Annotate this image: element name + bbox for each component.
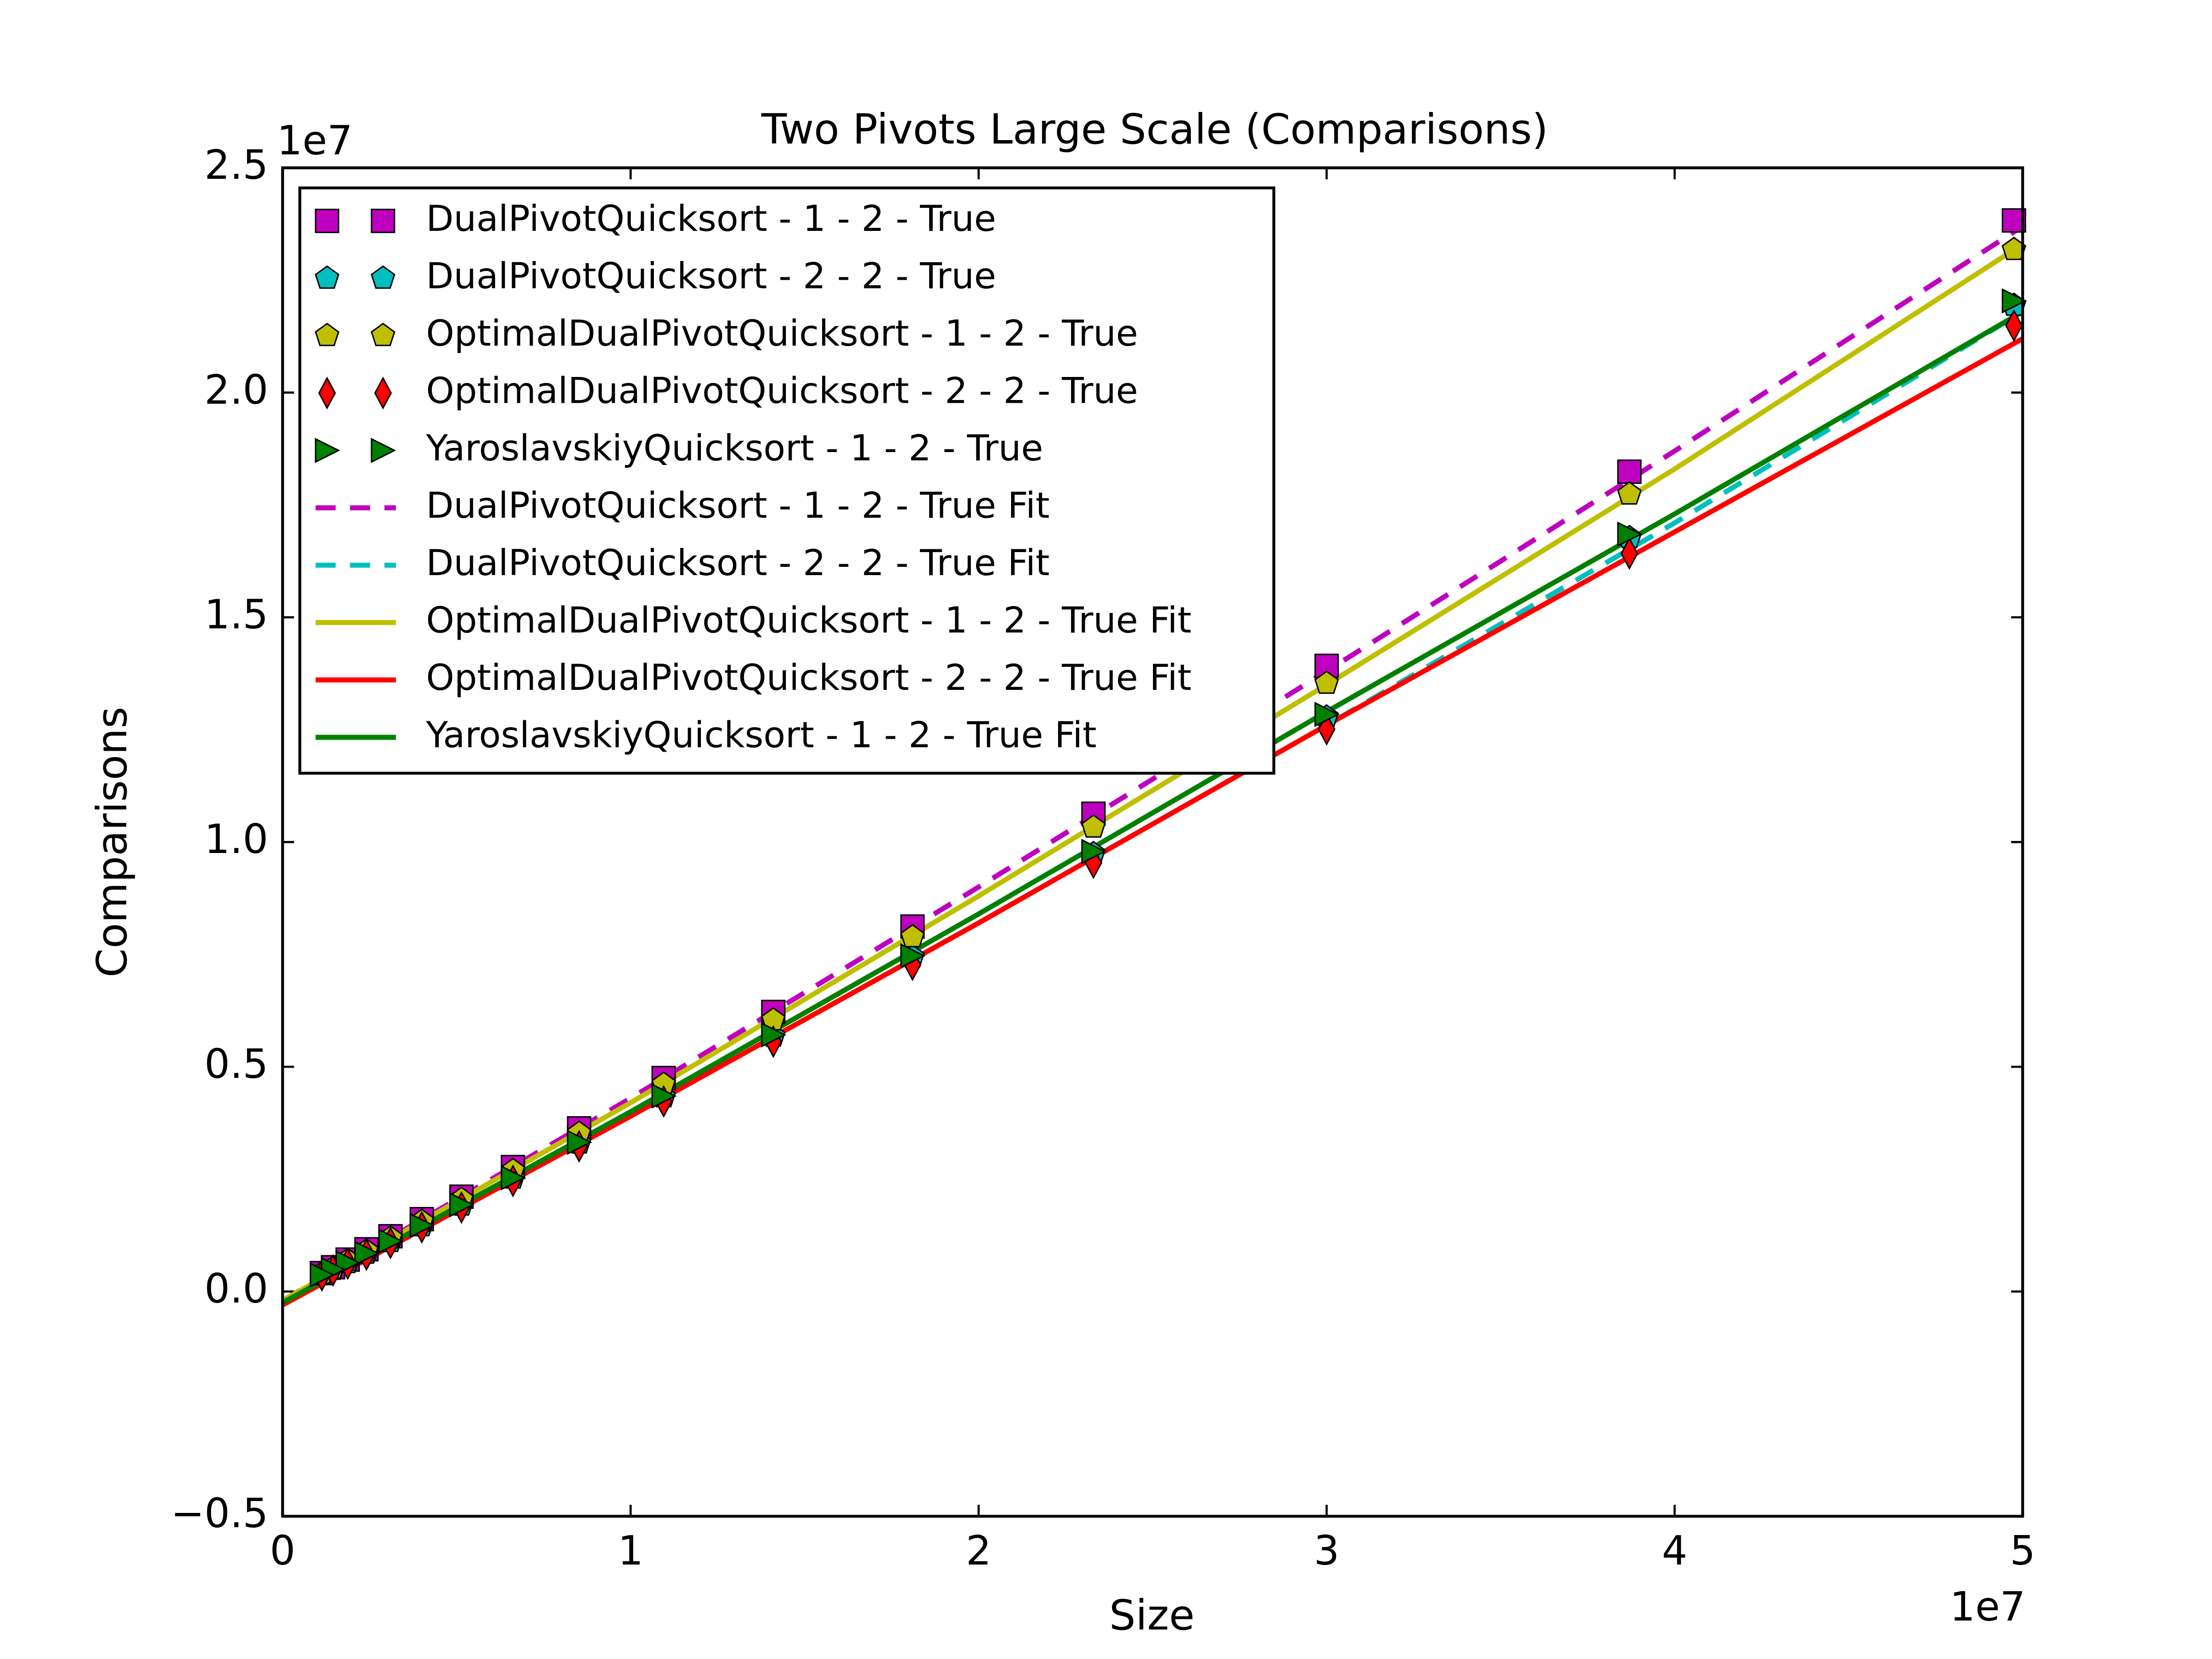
legend-marker xyxy=(315,265,340,289)
data-point xyxy=(409,1212,435,1238)
x-tick-label: 4 xyxy=(1662,1527,1687,1574)
data-point xyxy=(1081,814,1106,838)
y-tick-label: 0.0 xyxy=(205,1265,269,1312)
legend-label: OptimalDualPivotQuicksort - 2 - 2 - True… xyxy=(426,657,1192,699)
data-point xyxy=(2005,309,2023,342)
data-point xyxy=(1081,839,1107,865)
chart-title: Two Pivots Large Scale (Comparisons) xyxy=(761,105,1548,153)
data-point xyxy=(2001,288,2027,314)
legend-box xyxy=(298,186,1276,775)
legend-marker xyxy=(315,208,340,233)
y-tick-label: 2.0 xyxy=(205,366,269,413)
legend-label: OptimalDualPivotQuicksort - 1 - 2 - True… xyxy=(426,600,1192,641)
data-point xyxy=(900,943,926,969)
y-offset-label: 1e7 xyxy=(277,117,353,164)
legend-label: OptimalDualPivotQuicksort - 1 - 2 - True xyxy=(426,313,1138,354)
x-tick-label: 2 xyxy=(966,1527,991,1574)
data-point xyxy=(1617,459,1642,484)
data-point xyxy=(900,924,925,947)
y-tick-label: 1.0 xyxy=(205,816,269,863)
legend-marker xyxy=(371,208,395,233)
data-point xyxy=(1617,521,1643,547)
data-point xyxy=(310,1262,335,1288)
data-point xyxy=(1314,701,1340,727)
legend-marker xyxy=(315,438,341,463)
legend-label: DualPivotQuicksort - 2 - 2 - True Fit xyxy=(426,542,1050,584)
x-tick-label: 5 xyxy=(2010,1527,2035,1574)
data-point xyxy=(651,1083,677,1109)
x-tick-label: 1 xyxy=(618,1527,643,1574)
y-tick-label: 1.5 xyxy=(205,591,269,638)
legend-marker xyxy=(318,377,336,410)
data-point xyxy=(449,1192,475,1218)
x-tick-label: 3 xyxy=(1314,1527,1339,1574)
data-point xyxy=(761,1022,787,1048)
y-axis-label: Comparisons xyxy=(88,706,136,977)
data-point xyxy=(354,1241,380,1266)
data-point xyxy=(500,1165,526,1191)
legend-label: DualPivotQuicksort - 1 - 2 - True Fit xyxy=(426,485,1050,526)
y-tick-label: 0.5 xyxy=(205,1041,269,1088)
data-point xyxy=(1314,670,1339,694)
y-tick-label: −0.5 xyxy=(171,1490,268,1537)
legend-marker xyxy=(371,323,395,347)
legend: DualPivotQuicksort - 1 - 2 - True DualPiv… xyxy=(298,186,1276,775)
legend-marker xyxy=(371,438,396,463)
y-tick-label: 2.5 xyxy=(205,141,269,188)
data-point xyxy=(567,1130,593,1155)
legend-label: YaroslavskiyQuicksort - 1 - 2 - True Fit xyxy=(426,714,1097,756)
data-point xyxy=(1620,537,1638,570)
legend-label: DualPivotQuicksort - 2 - 2 - True xyxy=(426,255,996,297)
data-point xyxy=(378,1228,404,1254)
legend-marker xyxy=(371,265,395,289)
plot-frame xyxy=(281,166,2024,1518)
data-point xyxy=(1617,481,1642,505)
x-offset-label: 1e7 xyxy=(1950,1583,2026,1630)
x-tick-label: 0 xyxy=(270,1527,295,1574)
legend-marker xyxy=(315,323,340,347)
fit-line xyxy=(281,224,2024,1303)
legend-label: OptimalDualPivotQuicksort - 2 - 2 - True xyxy=(426,370,1138,412)
legend-marker xyxy=(374,377,392,410)
x-axis-label: Size xyxy=(1109,1591,1194,1640)
legend-label: DualPivotQuicksort - 1 - 2 - True xyxy=(426,198,996,240)
legend-label: YaroslavskiyQuicksort - 1 - 2 - True xyxy=(426,428,1043,469)
